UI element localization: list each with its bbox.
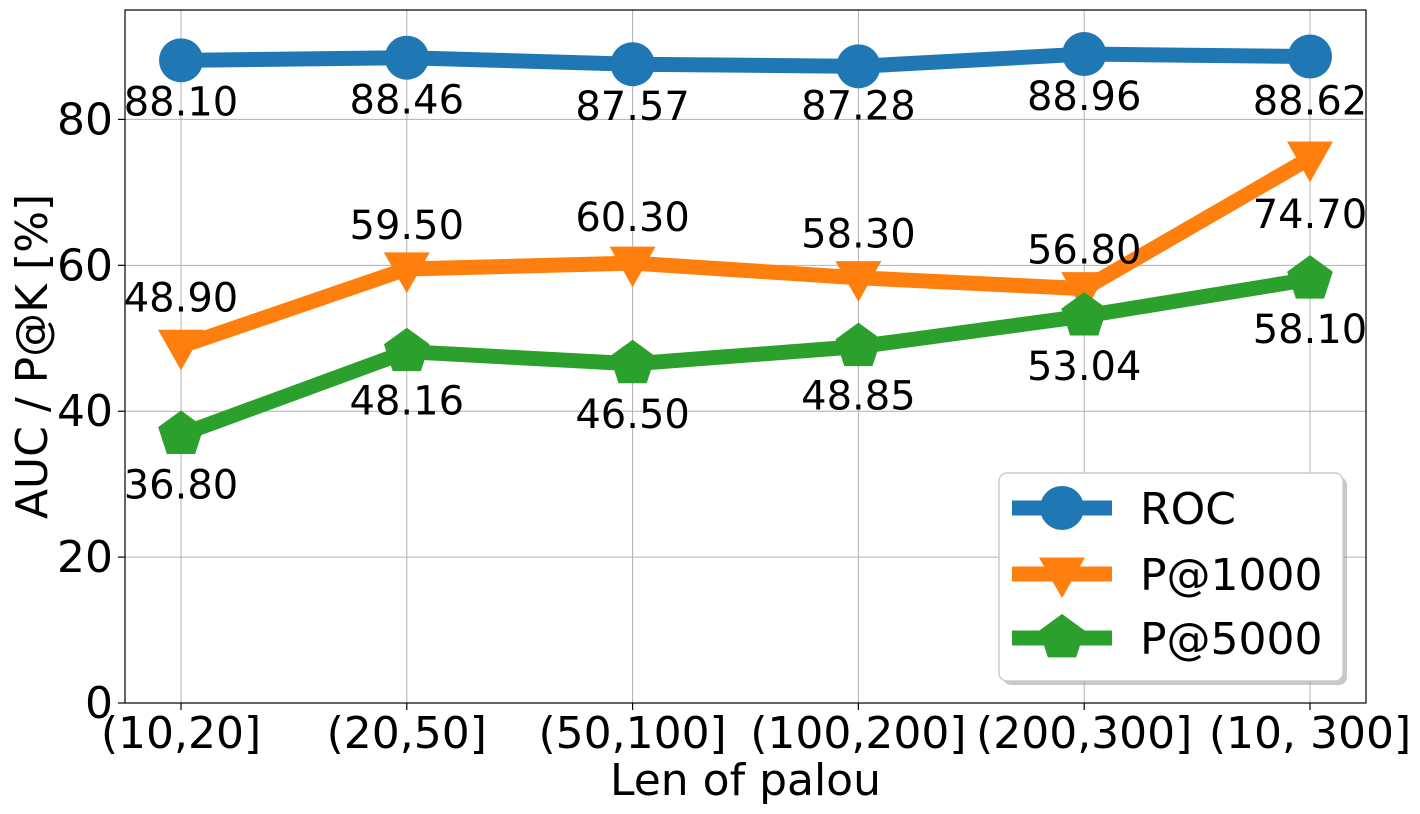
data-point — [384, 35, 429, 80]
data-label: 88.46 — [350, 78, 465, 124]
plot-frame — [124, 9, 1367, 704]
x-tick-label: (200,300] — [976, 708, 1192, 759]
data-label: 58.30 — [801, 212, 916, 258]
data-point — [1288, 34, 1332, 79]
data-label: 48.90 — [124, 275, 239, 321]
data-point — [835, 322, 882, 367]
series-line — [178, 271, 1312, 442]
data-point — [1287, 255, 1333, 299]
data-point — [1287, 141, 1333, 183]
y-tick-label: 80 — [57, 94, 113, 145]
data-point — [159, 38, 203, 83]
series-roc — [159, 32, 1332, 89]
x-tick-label: (10,20] — [101, 708, 261, 759]
data-label: 88.96 — [1027, 74, 1142, 120]
data-label: 87.28 — [801, 83, 916, 129]
series-line — [180, 46, 1311, 74]
data-point — [1061, 292, 1108, 336]
y-tick-label: 40 — [57, 386, 113, 437]
data-point — [383, 252, 430, 294]
legend-box — [998, 472, 1344, 682]
legend-item: P@1000 — [1012, 550, 1323, 601]
series-layer — [158, 32, 1333, 454]
series-line — [178, 151, 1314, 354]
data-point — [383, 327, 430, 372]
data-point — [158, 329, 204, 371]
x-tick-label: (100,200] — [750, 708, 966, 759]
legend-marker — [1040, 486, 1084, 530]
series-p-1000 — [158, 141, 1333, 371]
data-label: 48.85 — [801, 374, 916, 420]
data-label: 36.80 — [124, 463, 239, 509]
data-point — [609, 246, 656, 288]
data-point — [836, 44, 881, 89]
y-axis-title: AUC / P@K [%] — [7, 194, 58, 519]
y-tick-label: 0 — [85, 678, 113, 729]
data-label: 74.70 — [1253, 192, 1368, 238]
data-label: 88.10 — [124, 79, 239, 125]
data-label: 60.30 — [575, 195, 690, 241]
legend-item: P@5000 — [1012, 614, 1323, 665]
data-label: 56.80 — [1027, 228, 1142, 274]
data-label: 53.04 — [1027, 344, 1142, 390]
data-point — [158, 410, 204, 454]
series-p-5000 — [158, 255, 1333, 454]
y-tick-label: 60 — [57, 240, 113, 291]
data-label: 59.50 — [350, 203, 465, 249]
x-tick-label: (50,100] — [538, 708, 726, 759]
axes-layer: 0 20 40 60 80 (10,20] (20,50] (50,100] (100,200]… — [7, 9, 1411, 806]
data-point — [610, 42, 655, 87]
legend-label: P@1000 — [1140, 550, 1323, 601]
data-point — [835, 261, 882, 302]
data-label: 48.16 — [350, 379, 465, 425]
legend: ROC P@1000 P@5000 — [998, 472, 1347, 685]
data-label: 87.57 — [575, 84, 690, 130]
x-tick-label: (10, 300] — [1209, 708, 1411, 759]
legend-marker — [1039, 614, 1085, 658]
x-tick-label: (20,50] — [327, 708, 487, 759]
data-point — [1062, 32, 1107, 77]
legend-label: ROC — [1140, 484, 1236, 535]
legend-label: P@5000 — [1140, 614, 1323, 665]
data-label: 88.62 — [1253, 79, 1368, 125]
y-tick-label: 20 — [57, 532, 113, 583]
data-label: 58.10 — [1253, 307, 1368, 353]
data-point — [609, 339, 656, 384]
legend-marker — [1039, 557, 1085, 599]
x-axis-title: Len of palou — [610, 755, 881, 806]
data-label: 46.50 — [575, 392, 690, 438]
legend-item: ROC — [1012, 484, 1236, 535]
data-labels-layer: 88.10 88.46 87.57 87.28 88.96 88.62 48.90 59.50… — [124, 74, 1368, 508]
